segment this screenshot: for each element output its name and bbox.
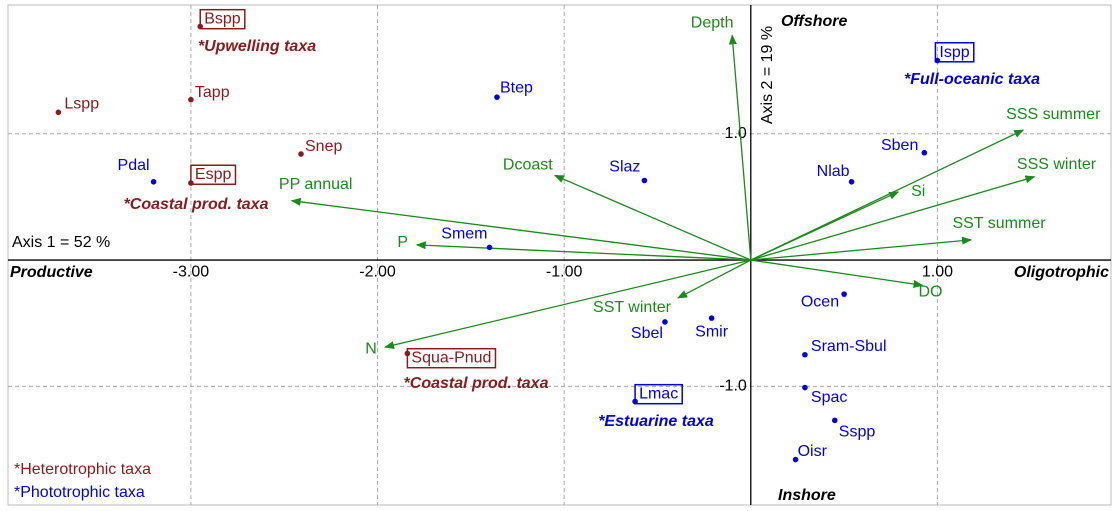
point-label: Smir	[695, 323, 729, 340]
vector-label: PP annual	[279, 176, 353, 193]
point	[802, 384, 808, 391]
y-tick-label: 1.0	[725, 125, 747, 142]
vector-label: P	[397, 234, 408, 251]
point	[188, 96, 194, 103]
corner-label: Inshore	[778, 487, 836, 504]
vector	[750, 191, 900, 261]
vector	[750, 259, 924, 288]
x-tick-label: -2.00	[359, 263, 396, 280]
point	[150, 178, 157, 185]
point-label: Espp	[195, 166, 232, 183]
point	[841, 291, 847, 297]
point-label: Pdal	[118, 157, 150, 174]
vector	[384, 259, 751, 349]
x-axis-label: Axis 1 = 52 %	[12, 234, 110, 251]
point	[662, 319, 668, 325]
point-label: Snep	[305, 138, 342, 155]
vector-label: DO	[919, 284, 943, 301]
plot-frame	[7, 4, 1112, 506]
x-tick-label: -3.00	[173, 263, 210, 280]
x-tick-label: 1.00	[922, 263, 953, 280]
point	[494, 94, 500, 100]
point-label: Ocen	[801, 293, 839, 310]
point-label: Bspp	[204, 11, 241, 28]
point	[641, 177, 648, 184]
point	[921, 149, 928, 156]
point-label: Lmac	[639, 386, 678, 403]
point	[848, 178, 855, 185]
point-label: Squa-Pnud	[411, 350, 491, 367]
label-box	[634, 383, 683, 405]
legend-entry: *Heterotrophic taxa	[14, 461, 151, 478]
vector	[290, 197, 751, 261]
label-box	[190, 164, 237, 186]
corner-label: Offshore	[781, 13, 847, 30]
vector-label: N	[365, 340, 377, 357]
point	[831, 417, 838, 424]
vector-label: SSS winter	[1017, 156, 1097, 173]
point	[486, 244, 493, 251]
vector-label: SST summer	[952, 215, 1046, 232]
vector-label: Si	[911, 183, 925, 200]
annotation: *Coastal prod. taxa	[124, 196, 269, 213]
y-axis-label: Axis 2 = 19 %	[759, 26, 776, 124]
annotation: *Coastal prod. taxa	[404, 375, 549, 392]
legend-entry: *Phototrophic taxa	[14, 484, 145, 501]
point-label: Spac	[811, 389, 847, 406]
vector-label: Depth	[691, 15, 734, 32]
corner-label: Oligotrophic	[1014, 264, 1109, 281]
point-label: Tapp	[195, 84, 230, 101]
annotation: *Upwelling taxa	[198, 38, 316, 55]
label-box	[934, 42, 975, 63]
vector	[415, 241, 751, 261]
annotation: *Full-oceanic taxa	[904, 71, 1040, 88]
point-label: Sbel	[631, 325, 663, 342]
point	[55, 109, 62, 116]
point-label: Slaz	[609, 159, 640, 176]
point	[298, 151, 304, 157]
point-label: Sspp	[839, 424, 876, 441]
point-label: Sben	[881, 137, 918, 154]
point-label: Btep	[500, 79, 533, 96]
label-box	[199, 8, 246, 30]
point-label: Lspp	[64, 96, 99, 113]
point-label: Nlab	[817, 163, 850, 180]
y-tick-label: -1.0	[719, 378, 747, 395]
label-box	[406, 347, 497, 369]
point-label: Oisr	[798, 443, 828, 460]
vector-label: SSS summer	[1006, 106, 1101, 123]
vector	[728, 34, 752, 261]
x-tick-label: -1.00	[546, 263, 583, 280]
point-label: Sram-Sbul	[811, 338, 887, 355]
vector	[750, 175, 1036, 261]
corner-label: Productive	[10, 264, 93, 281]
point-label: Ispp	[939, 44, 969, 61]
point	[802, 351, 808, 358]
point	[792, 456, 799, 463]
point-label: Smem	[441, 226, 487, 243]
annotation: *Estuarine taxa	[598, 413, 714, 430]
vector-label: Dcoast	[503, 157, 553, 174]
point	[708, 315, 715, 321]
vector	[750, 236, 973, 261]
vector	[553, 174, 752, 261]
vector-label: SST winter	[593, 299, 672, 316]
vector	[677, 259, 752, 299]
